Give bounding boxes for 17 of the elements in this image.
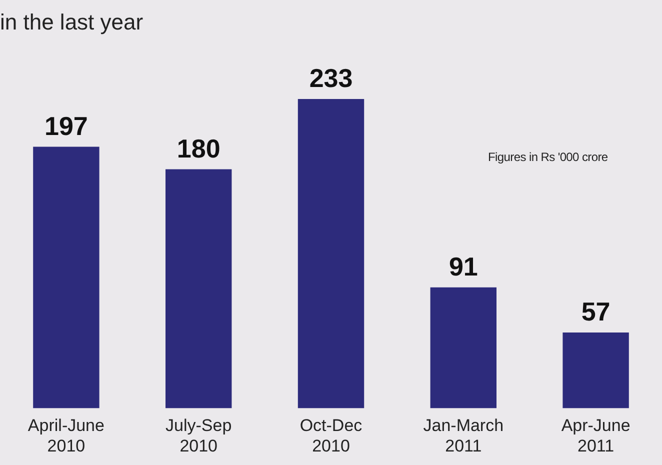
data-label: 180 xyxy=(176,133,220,164)
bar xyxy=(33,146,100,408)
x-tick-label: Oct-Dec 2010 xyxy=(300,416,363,456)
bar xyxy=(430,287,496,408)
x-tick-label: April-June 2010 xyxy=(28,416,104,456)
annotation: Figures in Rs '000 crore xyxy=(488,150,608,164)
bar xyxy=(562,332,629,408)
data-label: 57 xyxy=(581,296,610,327)
x-tick-label: Jan-March 2011 xyxy=(423,416,504,456)
bar xyxy=(166,169,232,408)
data-label: 197 xyxy=(44,110,88,141)
bar xyxy=(298,98,364,408)
x-tick-label: Apr-June 2011 xyxy=(561,416,630,456)
data-label: 91 xyxy=(448,252,478,282)
x-tick-label: July-Sep 2010 xyxy=(166,416,232,456)
data-label: 233 xyxy=(309,63,353,94)
chart-title: in the last year xyxy=(0,9,144,34)
